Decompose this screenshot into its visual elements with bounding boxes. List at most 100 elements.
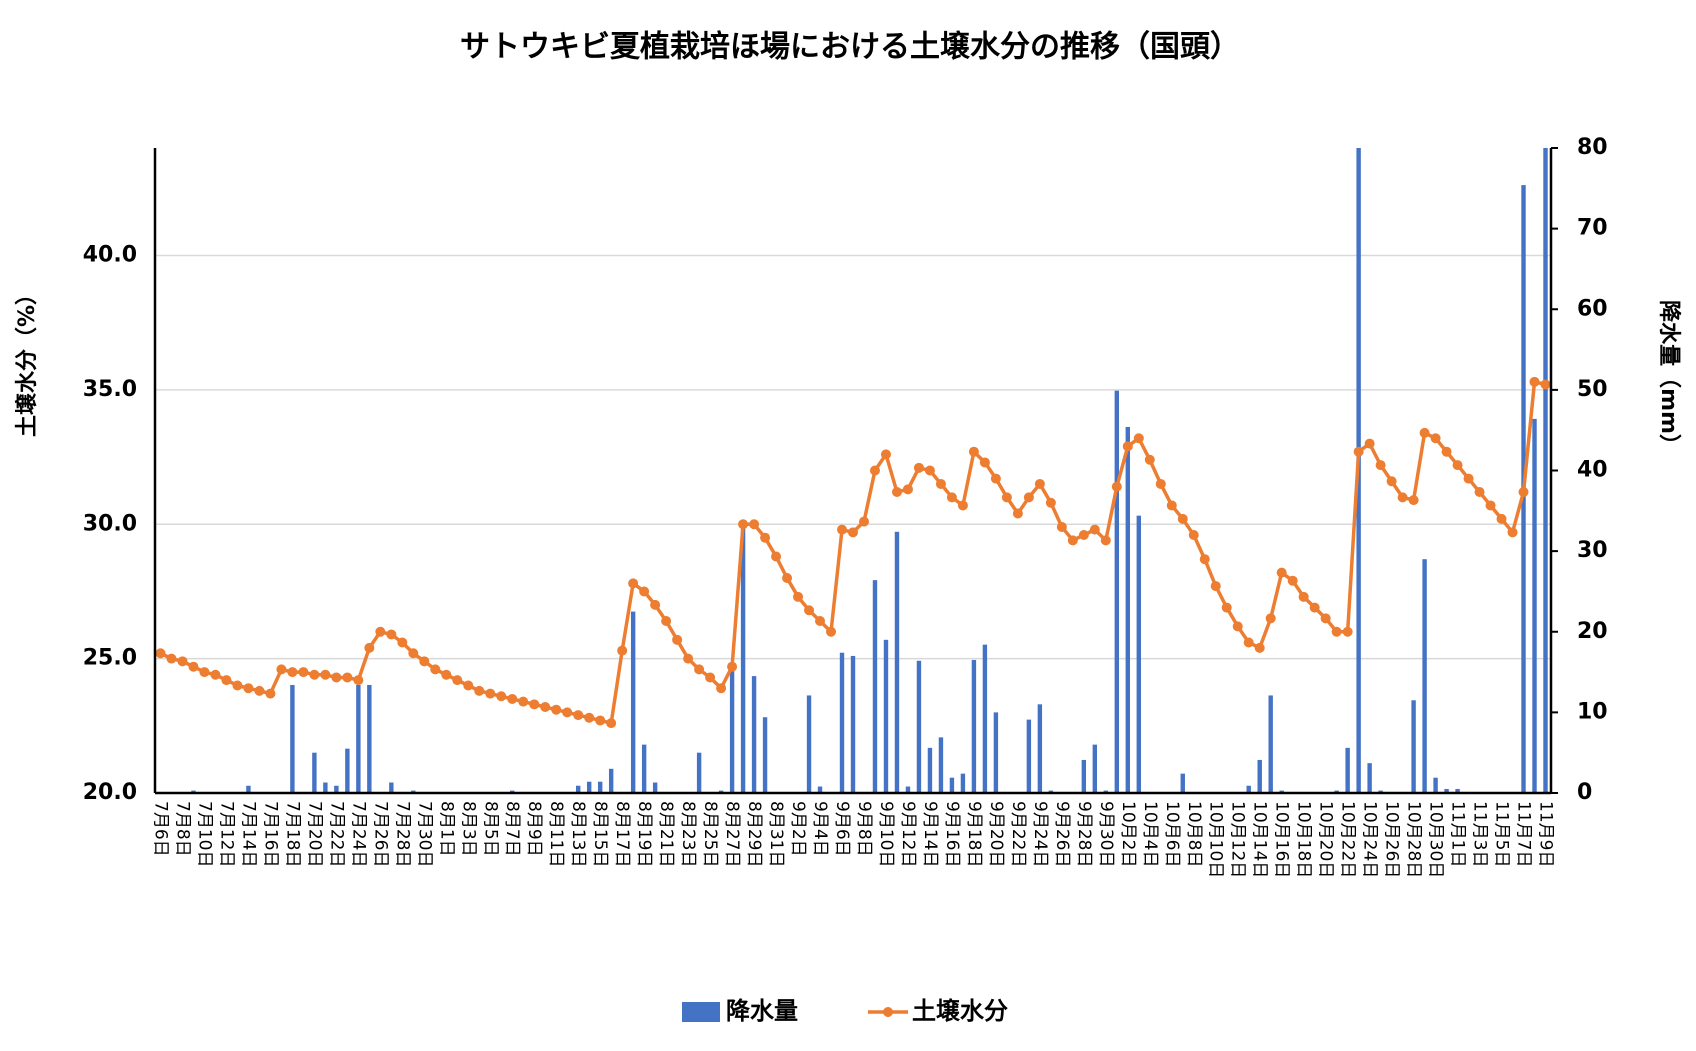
bar — [905, 786, 911, 793]
line-marker — [1243, 637, 1254, 648]
bar — [1532, 418, 1537, 793]
line-marker — [804, 605, 815, 616]
bar — [729, 667, 735, 793]
bar — [1411, 700, 1416, 793]
bar — [1543, 148, 1548, 793]
line-marker — [595, 715, 606, 726]
line-marker — [1111, 481, 1122, 492]
line-marker — [727, 661, 738, 672]
y2-tick-label: 20 — [1577, 619, 1608, 644]
x-tick-label: 10月6日 — [1162, 801, 1182, 867]
line-marker — [452, 675, 463, 686]
line-marker — [1221, 602, 1232, 613]
bar — [751, 676, 757, 793]
x-tick-label: 10月30日 — [1426, 801, 1446, 878]
x-tick-label: 9月14日 — [920, 801, 940, 867]
x-tick-label: 8月27日 — [722, 801, 742, 867]
x-tick-label: 10月8日 — [1184, 801, 1204, 867]
bar — [696, 752, 702, 793]
bar — [1092, 744, 1098, 793]
line-marker — [287, 667, 298, 678]
x-tick-label: 8月13日 — [568, 801, 588, 867]
line-marker — [243, 683, 254, 694]
line-marker — [1144, 454, 1155, 465]
x-tick-label: 9月4日 — [810, 801, 830, 857]
line-marker — [1166, 500, 1177, 511]
line-marker — [672, 634, 683, 645]
line-marker — [1298, 591, 1309, 602]
bar — [608, 768, 614, 793]
line-marker — [232, 680, 243, 691]
line-marker — [1045, 497, 1056, 508]
x-tick-label: 9月12日 — [898, 801, 918, 867]
line-marker — [1507, 527, 1518, 538]
line-marker — [210, 669, 221, 680]
bar — [1367, 763, 1372, 793]
legend-swatch — [883, 1007, 893, 1017]
line-marker — [386, 629, 397, 640]
legend-swatch — [682, 1002, 720, 1022]
x-tick-label: 8月19日 — [634, 801, 654, 867]
bar — [630, 611, 636, 793]
x-tick-label: 10月14日 — [1250, 801, 1270, 878]
line-marker — [782, 573, 793, 583]
y-tick-label: 25.0 — [83, 646, 137, 671]
line-marker — [650, 599, 661, 610]
y2-tick-label: 10 — [1577, 699, 1608, 724]
line-marker — [913, 462, 924, 473]
line-marker — [749, 519, 760, 530]
line-marker — [1518, 487, 1529, 497]
x-tick-label: 10月2日 — [1118, 801, 1138, 867]
line-marker — [760, 532, 771, 543]
line-marker — [1419, 427, 1430, 438]
x-tick-label: 11月1日 — [1448, 801, 1468, 867]
line-marker — [639, 586, 650, 597]
line-marker — [1386, 476, 1397, 487]
line-marker — [1188, 530, 1199, 540]
line-marker — [1100, 535, 1111, 546]
y2-tick-label: 70 — [1577, 216, 1608, 241]
line-marker — [1078, 530, 1089, 540]
x-tick-label: 10月24日 — [1360, 801, 1380, 878]
line-marker — [1441, 446, 1452, 457]
line-marker — [1397, 492, 1408, 503]
x-tick-label: 7月18日 — [282, 801, 302, 867]
line-marker — [924, 465, 935, 476]
line-marker — [837, 524, 848, 535]
line-marker — [298, 667, 309, 678]
bar — [762, 717, 768, 793]
line-marker — [188, 661, 199, 672]
x-tick-label: 11月7日 — [1514, 801, 1534, 867]
bar — [949, 777, 955, 793]
line-marker — [1232, 621, 1243, 632]
bar — [927, 747, 933, 793]
line-marker — [1001, 492, 1012, 503]
line-marker — [1331, 626, 1342, 637]
line-marker — [1540, 379, 1551, 390]
x-tick-label: 10月28日 — [1404, 801, 1424, 878]
x-tick-label: 10月4日 — [1140, 801, 1160, 867]
line-marker — [957, 500, 968, 511]
bar — [1026, 719, 1032, 793]
y-tick-label: 20.0 — [83, 780, 137, 805]
x-tick-label: 10月26日 — [1382, 801, 1402, 878]
line-marker — [1353, 446, 1364, 457]
line-marker — [1496, 513, 1507, 524]
line-marker — [902, 484, 913, 495]
line-marker — [474, 685, 485, 696]
bar — [1246, 785, 1251, 793]
bar — [323, 782, 328, 793]
x-tick-label: 8月29日 — [744, 801, 764, 867]
line-marker — [968, 446, 979, 457]
line-marker — [1430, 433, 1441, 444]
x-tick-label: 9月20日 — [986, 801, 1006, 867]
line-marker — [1155, 478, 1166, 489]
line-marker — [562, 707, 573, 718]
bar — [1114, 390, 1120, 793]
line-marker — [848, 527, 858, 538]
x-tick-label: 9月6日 — [832, 801, 852, 857]
y-tick-label: 30.0 — [83, 511, 137, 536]
x-tick-label: 7月14日 — [238, 801, 258, 867]
line-marker — [320, 669, 331, 680]
x-tick-label: 8月21日 — [656, 801, 676, 867]
